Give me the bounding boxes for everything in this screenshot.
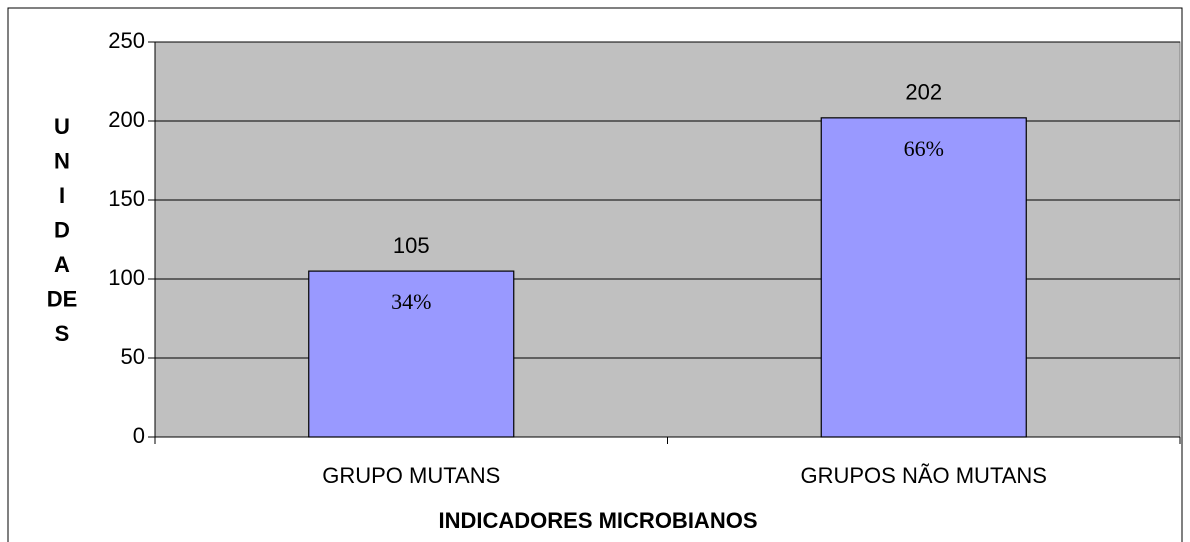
y-axis-title: S: [55, 321, 70, 346]
x-tick-label: GRUPOS NÃO MUTANS: [800, 463, 1047, 488]
y-tick-label: 0: [133, 423, 145, 448]
y-axis-title: I: [59, 183, 65, 208]
y-tick-label: 50: [121, 344, 145, 369]
y-axis-title: U: [54, 114, 70, 139]
y-tick-label: 100: [108, 265, 145, 290]
y-axis-title: A: [54, 252, 70, 277]
frame: [7, 7, 1183, 542]
value-label: 202: [905, 80, 942, 105]
x-axis-title: INDICADORES MICROBIANOS: [438, 508, 757, 533]
y-axis-title: DE: [47, 286, 78, 311]
x-tick-label: GRUPO MUTANS: [322, 463, 500, 488]
percent-label: 66%: [904, 136, 944, 161]
y-tick-label: 200: [108, 107, 145, 132]
y-tick-label: 250: [108, 28, 145, 53]
bar: [820, 117, 1027, 438]
value-label: 105: [393, 233, 430, 258]
percent-label: 34%: [391, 289, 431, 314]
y-tick-label: 150: [108, 186, 145, 211]
y-axis-title: D: [54, 217, 70, 242]
bar: [308, 270, 515, 438]
y-axis-title: N: [54, 148, 70, 173]
